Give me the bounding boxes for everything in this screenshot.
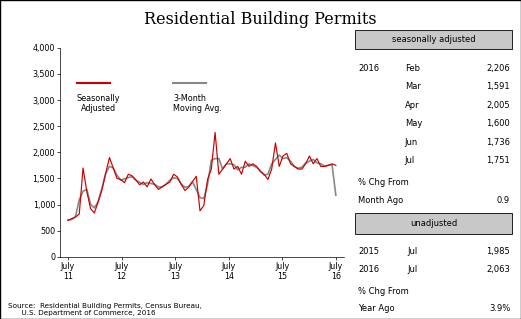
Text: Year Ago: Year Ago xyxy=(358,304,394,313)
Text: % Chg From: % Chg From xyxy=(358,287,408,296)
Text: Jul: Jul xyxy=(407,265,418,274)
Text: 2016: 2016 xyxy=(358,265,379,274)
Text: 2,206: 2,206 xyxy=(486,64,510,73)
Text: 2015: 2015 xyxy=(358,247,379,256)
Text: Feb: Feb xyxy=(405,64,420,73)
Text: Apr: Apr xyxy=(405,101,419,110)
Text: Mar: Mar xyxy=(405,82,420,91)
Text: 3.9%: 3.9% xyxy=(489,304,510,313)
Text: Month Ago: Month Ago xyxy=(358,196,403,204)
Text: unadjusted: unadjusted xyxy=(410,219,457,228)
Text: 1,591: 1,591 xyxy=(487,82,510,91)
Text: % Chg From: % Chg From xyxy=(358,178,408,187)
Text: 0.9: 0.9 xyxy=(497,196,510,204)
Text: May: May xyxy=(405,119,422,128)
Text: Jul: Jul xyxy=(407,247,418,256)
Text: Residential Building Permits: Residential Building Permits xyxy=(144,11,377,28)
Text: 1,736: 1,736 xyxy=(486,138,510,147)
Text: Source:  Residential Building Permits, Census Bureau,
      U.S. Department of C: Source: Residential Building Permits, Ce… xyxy=(8,303,202,316)
Text: Jun: Jun xyxy=(405,138,418,147)
Text: 2016: 2016 xyxy=(358,64,379,73)
Text: seasonally adjusted: seasonally adjusted xyxy=(392,35,475,44)
Text: Jul: Jul xyxy=(405,156,415,165)
Text: 1,985: 1,985 xyxy=(486,247,510,256)
Text: Seasonally
Adjusted: Seasonally Adjusted xyxy=(77,94,120,113)
Text: 1,751: 1,751 xyxy=(486,156,510,165)
Text: 1,600: 1,600 xyxy=(486,119,510,128)
Text: 2,063: 2,063 xyxy=(486,265,510,274)
Text: 3-Month
Moving Avg.: 3-Month Moving Avg. xyxy=(173,94,222,113)
Text: 2,005: 2,005 xyxy=(487,101,510,110)
